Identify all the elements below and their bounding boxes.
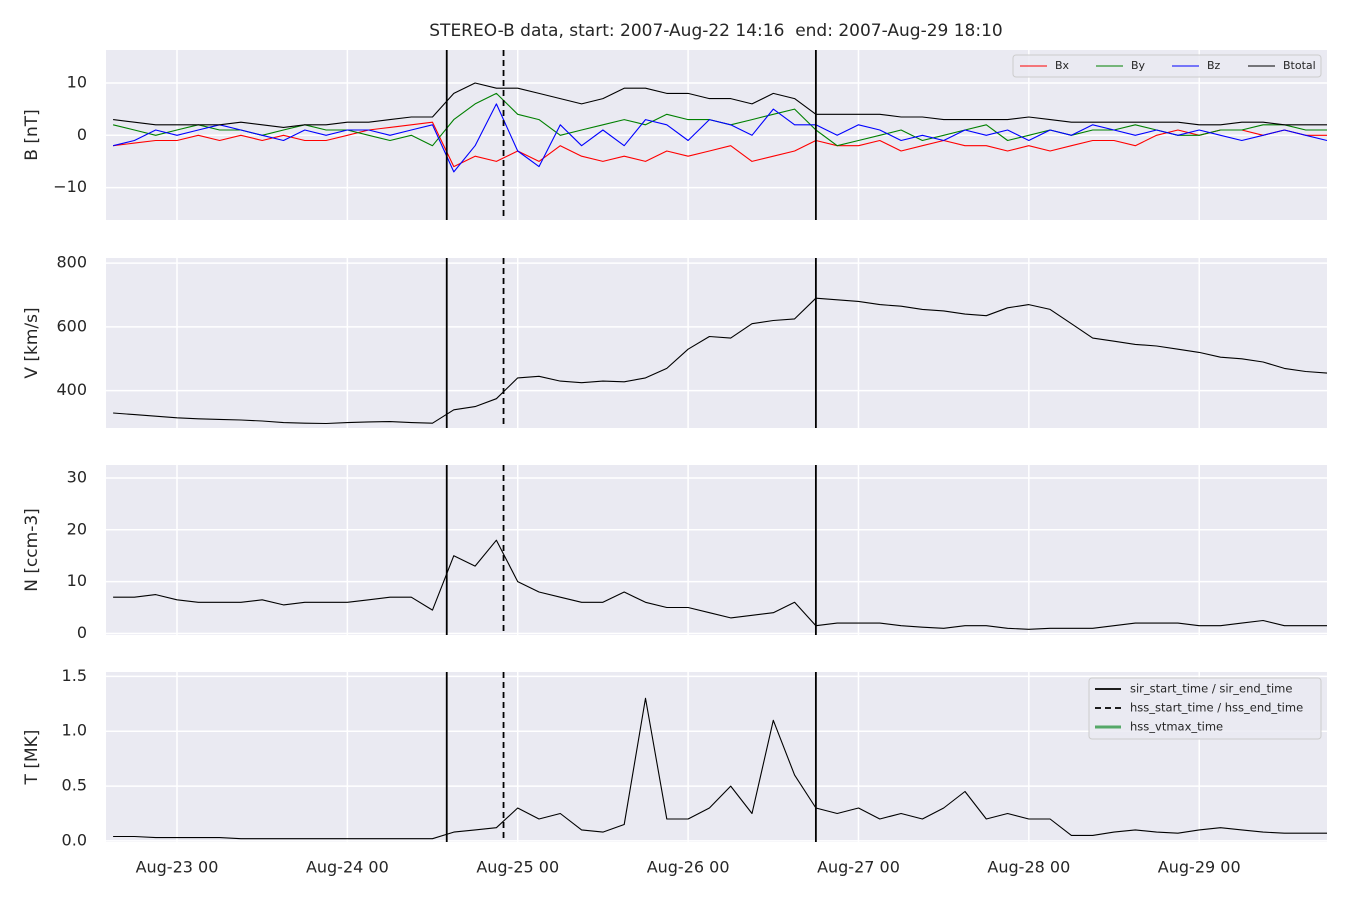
- y-tick-label: 400: [56, 380, 87, 399]
- data-line: [113, 121, 1327, 168]
- y-tick-label: 0: [77, 623, 87, 642]
- x-tick-label: Aug-26 00: [647, 858, 730, 877]
- x-tick-label: Aug-24 00: [306, 858, 389, 877]
- plot-background: [106, 258, 1327, 428]
- legend: Bx By Bz Btotal: [1012, 54, 1322, 78]
- y-axis-label: B [nT]: [22, 109, 42, 161]
- legend-box: [1012, 54, 1322, 78]
- x-tick-label: Aug-27 00: [817, 858, 900, 877]
- y-tick-label: −10: [53, 177, 87, 196]
- y-tick-label: 20: [67, 519, 87, 538]
- y-tick-label: 10: [67, 72, 87, 91]
- legend-label: sir_start_time / sir_end_time: [1130, 682, 1292, 696]
- figure-title: STEREO-B data, start: 2007-Aug-22 14:16 …: [429, 21, 1002, 41]
- y-tick-label: 30: [67, 467, 87, 486]
- y-tick-label: 10: [67, 571, 87, 590]
- data-line: [112, 103, 1328, 173]
- data-line: [113, 297, 1328, 425]
- y-tick-label: 600: [56, 316, 87, 335]
- legend-label: Bx: [1055, 59, 1070, 72]
- x-tick-label: Aug-23 00: [136, 858, 219, 877]
- y-axis-label: T [MK]: [22, 730, 42, 786]
- x-tick-label: Aug-29 00: [1158, 858, 1241, 877]
- legend-label: hss_start_time / hss_end_time: [1130, 701, 1303, 715]
- y-tick-label: 800: [56, 253, 87, 272]
- legend: sir_start_time / sir_end_time hss_start_t…: [1088, 677, 1322, 740]
- y-tick-label: 1.5: [62, 666, 87, 685]
- x-tick-label: Aug-25 00: [476, 858, 559, 877]
- y-tick-label: 1.0: [62, 721, 87, 740]
- y-axis-label: V [km/s]: [22, 307, 42, 378]
- legend-label: hss_vtmax_time: [1130, 720, 1223, 734]
- legend-box: [1088, 677, 1322, 740]
- data-line: [113, 82, 1327, 128]
- data-line: [113, 539, 1327, 630]
- legend-label: Btotal: [1283, 59, 1316, 72]
- y-tick-label: 0.5: [62, 776, 87, 795]
- x-tick-label: Aug-28 00: [987, 858, 1070, 877]
- legend-label: Bz: [1207, 59, 1221, 72]
- plot-background: [106, 465, 1327, 635]
- data-line: [113, 697, 1327, 840]
- y-axis-label: N [ccm-3]: [22, 508, 42, 592]
- y-tick-label: 0.0: [62, 830, 87, 849]
- y-tick-label: 0: [77, 125, 87, 144]
- legend-label: By: [1131, 59, 1146, 72]
